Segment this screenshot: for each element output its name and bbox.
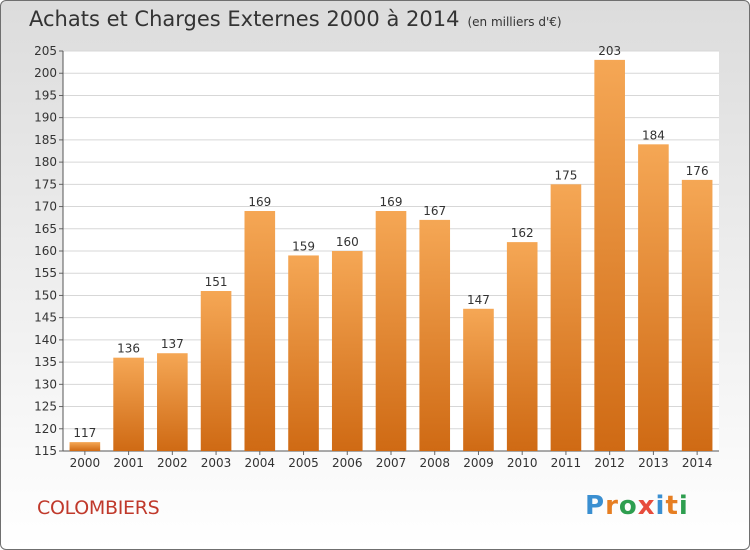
y-tick-label: 200 [34,66,57,80]
bar-value-label: 117 [73,426,96,440]
x-tick-label: 2012 [594,456,625,470]
bar [594,59,625,452]
bar-value-label: 184 [642,128,665,142]
logo-letter: o [618,491,638,521]
x-tick-label: 2000 [70,456,101,470]
y-tick-label: 155 [34,266,57,280]
bar-value-label: 137 [161,337,184,351]
x-tick-label: 2007 [376,456,407,470]
bar [113,357,144,451]
bar [200,291,232,451]
logo-letter: x [637,491,656,521]
y-tick-label: 190 [34,111,57,125]
bar [550,184,582,452]
bar [157,353,188,451]
bar [375,211,407,451]
bar-value-label: 169 [380,195,403,209]
logo-letter: t [665,491,679,521]
x-tick-label: 2009 [463,456,494,470]
chart-subtitle: (en milliers d'€) [467,15,562,29]
proxiti-logo: Proxiti [585,491,689,521]
bar [681,179,713,451]
y-tick-label: 120 [34,422,57,436]
x-tick-label: 2008 [419,456,450,470]
y-tick-label: 130 [34,377,57,391]
logo-letter: i [678,491,689,521]
bar-value-label: 167 [423,204,446,218]
y-tick-label: 180 [34,155,57,169]
bar [463,308,494,451]
bar-value-label: 159 [292,239,315,253]
x-tick-label: 2005 [288,456,319,470]
y-tick-label: 185 [34,133,57,147]
bar [331,251,363,451]
x-tick-label: 2002 [157,456,188,470]
logo-letter: i [655,491,666,521]
y-tick-label: 175 [34,177,57,191]
bar [69,442,101,451]
y-tick-label: 135 [34,355,57,369]
x-tick-label: 2006 [332,456,363,470]
x-tick-label: 2004 [245,456,276,470]
y-tick-label: 205 [34,44,57,58]
bar [244,211,276,451]
y-tick-label: 115 [34,444,57,458]
x-tick-label: 2014 [682,456,713,470]
x-tick-label: 2013 [638,456,669,470]
bar-value-label: 169 [248,195,271,209]
bar [638,144,669,452]
bar-value-label: 176 [686,164,709,178]
bar-value-label: 162 [511,226,534,240]
place-name: COLOMBIERS [37,497,160,519]
bar-value-label: 160 [336,235,359,249]
logo-letter: P [585,491,606,521]
y-tick-label: 195 [34,88,57,102]
chart-title: Achats et Charges Externes 2000 à 2014 (e… [29,7,562,31]
x-tick-label: 2001 [113,456,144,470]
x-tick-label: 2010 [507,456,538,470]
y-tick-label: 170 [34,200,57,214]
bar-value-label: 203 [598,44,621,58]
bar-value-label: 151 [205,275,228,289]
bar [506,242,538,451]
bar [288,255,319,451]
logo-letter: r [605,491,619,521]
y-tick-label: 125 [34,400,57,414]
bar-value-label: 136 [117,342,140,356]
y-tick-label: 160 [34,244,57,258]
x-tick-label: 2011 [551,456,582,470]
x-tick-label: 2003 [201,456,232,470]
y-tick-label: 145 [34,311,57,325]
y-tick-label: 165 [34,222,57,236]
y-tick-label: 150 [34,288,57,302]
bar [419,219,451,451]
bar-value-label: 175 [554,168,577,182]
y-tick-label: 140 [34,333,57,347]
bar-value-label: 147 [467,293,490,307]
